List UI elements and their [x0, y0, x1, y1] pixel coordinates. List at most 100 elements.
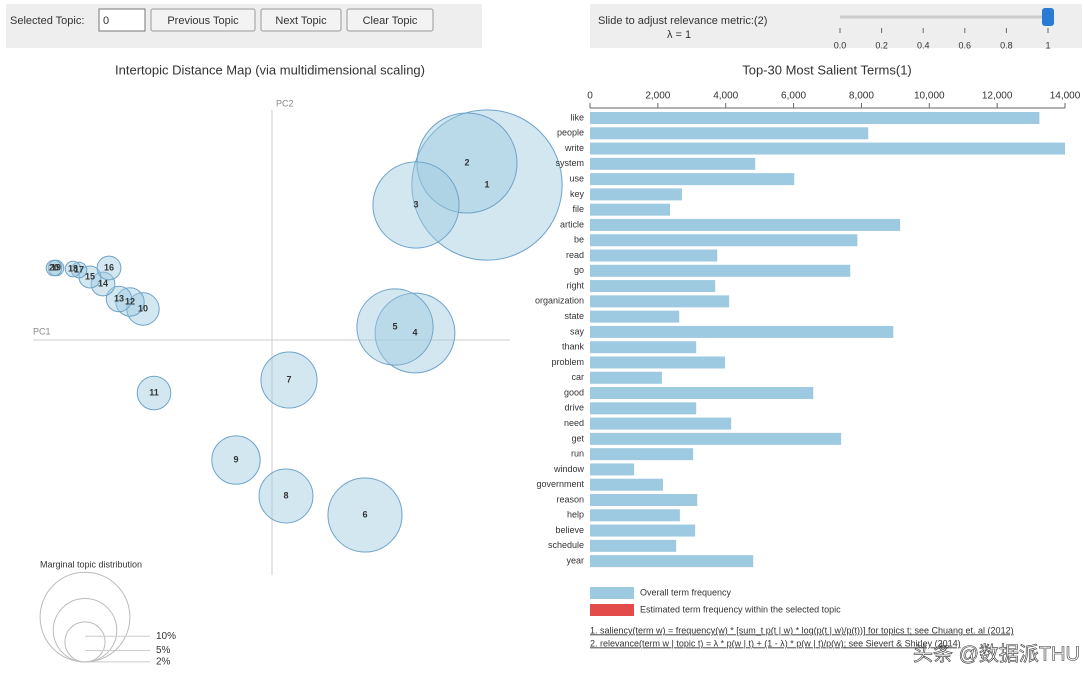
- topic-input[interactable]: [98, 8, 146, 32]
- topic-bubble[interactable]: [411, 109, 563, 261]
- topic-input-value: 0: [103, 15, 109, 27]
- topic-bubble[interactable]: [327, 477, 403, 553]
- term-bar[interactable]: [590, 509, 680, 522]
- term-bar[interactable]: [590, 555, 754, 568]
- button[interactable]: [150, 8, 256, 32]
- term-label: read: [566, 250, 584, 260]
- legend-label: Estimated term frequency within the sele…: [640, 604, 841, 614]
- topic-label: 10: [138, 303, 148, 313]
- term-bar[interactable]: [590, 280, 716, 293]
- x-tick-label: 8,000: [849, 91, 874, 102]
- term-label: drive: [564, 403, 584, 413]
- button-label: Previous Topic: [167, 15, 239, 27]
- term-bar[interactable]: [590, 539, 677, 552]
- term-bar[interactable]: [590, 295, 730, 308]
- term-label: problem: [551, 357, 584, 367]
- x-tick-label: 14,000: [1050, 91, 1081, 102]
- pc2-label: PC2: [276, 98, 294, 108]
- term-bar[interactable]: [590, 127, 869, 140]
- term-bar[interactable]: [590, 448, 694, 461]
- button[interactable]: [346, 8, 434, 32]
- x-tick-label: 12,000: [982, 91, 1013, 102]
- topic-bubble[interactable]: [45, 259, 63, 277]
- button[interactable]: [260, 8, 342, 32]
- term-bar[interactable]: [590, 371, 662, 384]
- term-bar[interactable]: [590, 417, 732, 430]
- topic-bubble[interactable]: [374, 292, 456, 374]
- term-bar[interactable]: [590, 157, 756, 170]
- term-label: year: [566, 555, 584, 565]
- topic-bubble[interactable]: [258, 468, 314, 524]
- slider-tick-label: 0.2: [875, 40, 888, 50]
- slider-panel: [590, 4, 1082, 48]
- term-label: article: [560, 219, 584, 229]
- size-legend-title: Marginal topic distribution: [40, 559, 142, 569]
- term-bar[interactable]: [590, 203, 671, 216]
- topic-bubble[interactable]: [416, 112, 518, 214]
- pc1-label: PC1: [33, 326, 51, 336]
- topic-bubble[interactable]: [90, 271, 116, 297]
- term-bar[interactable]: [590, 188, 682, 201]
- slider-handle[interactable]: [1042, 8, 1054, 26]
- topic-label: 19: [51, 262, 61, 272]
- term-bar[interactable]: [590, 264, 851, 277]
- size-legend-label: 2%: [156, 656, 171, 667]
- topic-bubble[interactable]: [64, 260, 82, 278]
- term-bar[interactable]: [590, 249, 718, 262]
- size-legend-label: 10%: [156, 631, 176, 642]
- term-bar[interactable]: [590, 356, 726, 369]
- topic-bubble[interactable]: [211, 435, 261, 485]
- term-label: window: [553, 464, 585, 474]
- footnote: 1. saliency(term w) = frequency(w) * [su…: [590, 625, 1014, 635]
- button-label: Next Topic: [275, 15, 327, 27]
- topic-label: 15: [85, 271, 95, 281]
- term-label: say: [570, 326, 585, 336]
- topic-bubble[interactable]: [70, 261, 88, 279]
- term-bar[interactable]: [590, 234, 858, 247]
- slider-tick-label: 0.4: [917, 40, 930, 50]
- term-bar[interactable]: [590, 142, 1065, 155]
- topic-bubble[interactable]: [260, 351, 318, 409]
- topic-label: 2: [464, 157, 469, 167]
- topic-bubble[interactable]: [372, 161, 460, 249]
- term-bar[interactable]: [590, 310, 680, 323]
- topic-label: 1: [484, 179, 489, 189]
- term-bar[interactable]: [590, 112, 1040, 124]
- topic-bubble[interactable]: [356, 288, 434, 366]
- topic-label: 11: [149, 387, 159, 397]
- term-bar[interactable]: [590, 494, 698, 506]
- term-label: be: [574, 235, 584, 245]
- term-label: believe: [555, 525, 584, 535]
- term-bar[interactable]: [590, 387, 814, 400]
- term-label: car: [571, 372, 584, 382]
- topic-label: 5: [392, 321, 397, 331]
- topic-bubble[interactable]: [136, 375, 172, 411]
- term-bar[interactable]: [590, 524, 696, 537]
- topic-label: 6: [362, 509, 367, 519]
- topic-bubble[interactable]: [96, 255, 122, 281]
- term-bar[interactable]: [590, 341, 697, 354]
- term-label: right: [566, 280, 584, 290]
- term-bar[interactable]: [590, 173, 795, 186]
- x-tick-label: 2,000: [645, 91, 670, 102]
- term-bar[interactable]: [590, 478, 663, 491]
- slider-tick-label: 0.6: [959, 40, 972, 50]
- term-bar[interactable]: [590, 402, 697, 415]
- topic-bubble[interactable]: [115, 287, 145, 317]
- lambda-label: λ = 1: [667, 29, 691, 41]
- bar-title: Top-30 Most Salient Terms(1): [742, 62, 912, 77]
- legend-swatch: [590, 604, 634, 616]
- term-bar[interactable]: [590, 463, 635, 476]
- topic-label: 20: [49, 262, 59, 272]
- topic-bubble[interactable]: [105, 285, 133, 313]
- slider-tick-label: 0.8: [1000, 40, 1013, 50]
- x-tick-label: 6,000: [781, 91, 806, 102]
- topic-label: 13: [114, 293, 124, 303]
- topic-label: 16: [104, 262, 114, 272]
- term-bar[interactable]: [590, 432, 842, 445]
- term-bar[interactable]: [590, 325, 894, 338]
- term-bar[interactable]: [590, 218, 901, 231]
- slider-tick-label: 0.0: [834, 40, 847, 50]
